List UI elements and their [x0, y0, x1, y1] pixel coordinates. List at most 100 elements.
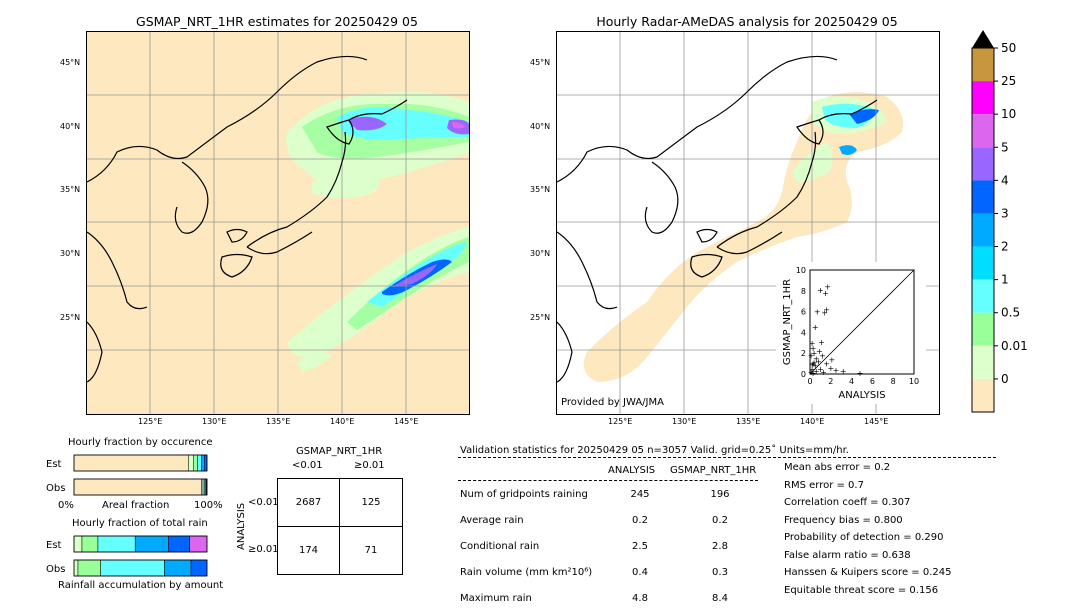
- scatter-y-label: GSMAP_NRT_1HR: [782, 279, 793, 365]
- scatter-x-tick: 4: [849, 377, 854, 386]
- colorbar-band: [972, 114, 994, 148]
- occurrence-segment: [201, 454, 205, 472]
- right-lat-25: 25°N: [530, 313, 551, 322]
- scatter-y-tick: 10: [796, 266, 806, 275]
- stat-analysis-value: 0.4: [632, 567, 648, 578]
- total-rain-segment: [77, 559, 101, 577]
- contingency-row-title: ANALYSIS: [236, 502, 247, 550]
- stat-label: Conditional rain: [460, 541, 540, 552]
- contingency-title: GSMAP_NRT_1HR: [296, 446, 383, 457]
- right-lon-140: 140°E: [800, 417, 825, 426]
- contingency-row-2: ≥0.01: [248, 544, 279, 555]
- colorbar-band: [972, 279, 994, 313]
- scatter-point: +: [816, 347, 823, 356]
- total-rain-segment: [189, 535, 208, 553]
- occurrence-category-label: Obs: [46, 483, 65, 494]
- left-lat-25: 25°N: [60, 313, 81, 322]
- colorbar: 50 25 10 5 4 3 2 1 0.5 0.01 0: [966, 28, 1036, 416]
- validation-header: Validation statistics for 20250429 05 n=…: [460, 445, 849, 456]
- cell-hit: 71: [364, 545, 378, 556]
- scatter-panel: 0 2 4 6 8 10 0 2 4 6 8 10 + + + + + + + + + + + + + + + + + + + + + + + + + +…: [776, 262, 926, 404]
- scatter-point: +: [818, 338, 825, 347]
- cell-miss: 174: [298, 545, 319, 556]
- colorbar-band: [972, 48, 994, 82]
- stat-label: Num of gridpoints raining: [460, 489, 588, 500]
- left-lon-145: 145°E: [394, 417, 419, 426]
- total-rain-chart: Est Obs: [46, 535, 208, 577]
- left-lat-40: 40°N: [60, 122, 81, 131]
- contingency-col-1: <0.01: [292, 460, 323, 471]
- occurrence-bar-frame: [73, 454, 208, 472]
- left-lon-140: 140°E: [330, 417, 355, 426]
- scatter-point: +: [840, 367, 847, 376]
- occurrence-category-label: Est: [46, 459, 62, 470]
- score-line: Frequency bias = 0.800: [784, 514, 903, 526]
- total-rain-title: Hourly fraction of total rain: [72, 518, 208, 529]
- total-rain-segment: [168, 535, 190, 553]
- scatter-point: +: [809, 365, 816, 374]
- scatter-point: +: [814, 308, 821, 317]
- colorbar-label: 3: [1001, 206, 1009, 220]
- scatter-point: +: [812, 362, 819, 371]
- occurrence-x-max: 100%: [194, 500, 223, 511]
- stat-analysis-value: 245: [630, 489, 650, 500]
- colorbar-band: [972, 246, 994, 280]
- contingency-row-1: <0.01: [248, 497, 279, 508]
- colorbar-outline: [971, 47, 995, 413]
- stat-gsmap-value: 2.8: [712, 541, 728, 552]
- scatter-point: +: [809, 339, 816, 348]
- colorbar-extend-arrow: [972, 30, 994, 48]
- right-coastlines: [557, 55, 878, 383]
- contingency-table: 2687 125 174 71: [277, 478, 403, 575]
- scatter-point: +: [817, 365, 824, 374]
- colorbar-band: [972, 81, 994, 115]
- left-lat-45: 45°N: [60, 58, 81, 67]
- scatter-point: +: [823, 360, 830, 369]
- colorbar-label: 50: [1001, 41, 1016, 55]
- scatter-plot: 0 2 4 6 8 100246810++++++++++++++++++++++++++…: [782, 266, 919, 401]
- occurrence-chart: Est Obs: [46, 454, 208, 496]
- colorbar-label: 0.5: [1001, 306, 1020, 320]
- total-rain-segment: [81, 535, 99, 553]
- left-coastlines: [87, 55, 408, 383]
- occurrence-segment: [73, 454, 189, 472]
- left-map: [86, 31, 470, 415]
- scatter-point: +: [808, 351, 815, 360]
- stat-gsmap-value: 0.2: [712, 515, 728, 526]
- stat-analysis-value: 0.2: [632, 515, 648, 526]
- total-rain-segment: [97, 535, 136, 553]
- scatter-y-tick: 2: [801, 349, 806, 358]
- occurrence-x-min: 0%: [58, 500, 74, 511]
- scatter-x-tick: 0: [807, 377, 812, 386]
- right-lat-45: 45°N: [530, 58, 551, 67]
- stat-gsmap-value: 0.3: [712, 567, 728, 578]
- total-rain-segment: [190, 559, 208, 577]
- occurrence-x-label: Areal fraction: [102, 500, 170, 511]
- one-to-one-line: [809, 269, 915, 375]
- colorbar-label: 25: [1001, 74, 1016, 88]
- score-line: Probability of detection = 0.290: [784, 532, 944, 543]
- colorbar-label: 0: [1001, 372, 1009, 386]
- total-rain-segment: [73, 535, 83, 553]
- colorbar-band: [972, 180, 994, 214]
- colorbar-label: 10: [1001, 107, 1016, 121]
- scatter-point: +: [812, 323, 819, 332]
- score-line: Equitable threat score = 0.156: [784, 584, 939, 596]
- total-rain-segment: [134, 535, 169, 553]
- left-lat-30: 30°N: [60, 249, 81, 258]
- scatter-x-tick: 8: [891, 377, 896, 386]
- scatter-point: +: [819, 351, 826, 360]
- scatter-point: +: [820, 368, 827, 377]
- scatter-point: +: [809, 361, 816, 370]
- right-map-title: Hourly Radar-AMeDAS analysis for 2025042…: [596, 14, 898, 29]
- colorbar-band: [972, 147, 994, 181]
- scatter-point: +: [857, 369, 864, 378]
- score-line: Hanssen & Kuipers score = 0.245: [784, 567, 952, 578]
- table-divider: [458, 480, 758, 481]
- colorbar-label: 0.01: [1001, 339, 1028, 353]
- col-analysis: ANALYSIS: [608, 465, 656, 476]
- scatter-point: +: [810, 369, 817, 378]
- scatter-point: +: [817, 286, 824, 295]
- stat-gsmap-value: 8.4: [712, 593, 728, 604]
- left-lat-35: 35°N: [60, 185, 81, 194]
